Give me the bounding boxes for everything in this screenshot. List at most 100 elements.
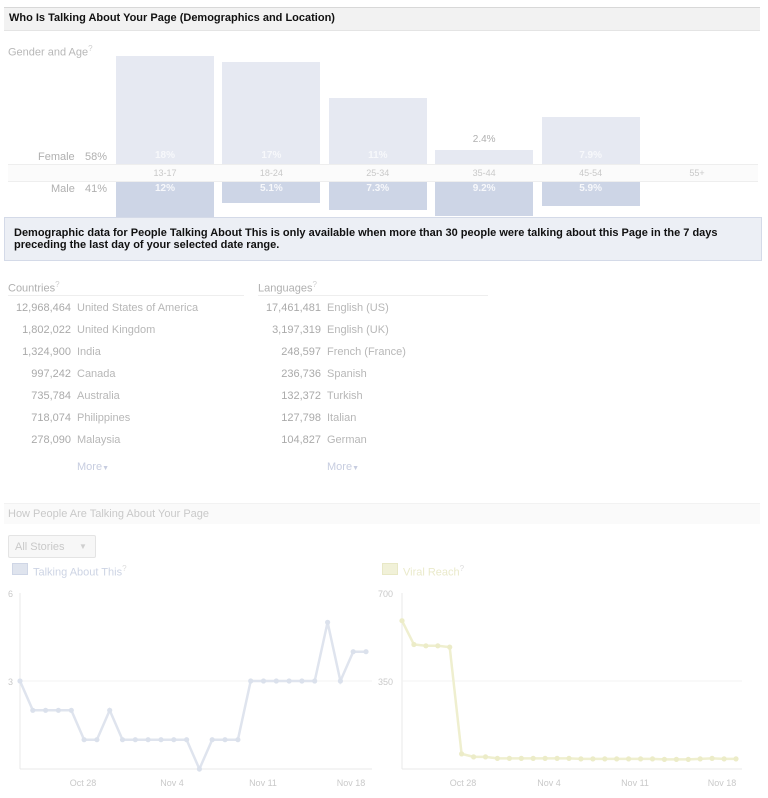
- country-count: 1,324,900: [22, 346, 71, 358]
- section-header: Who Is Talking About Your Page (Demograp…: [4, 7, 760, 31]
- country-count: 718,074: [31, 412, 71, 424]
- x-tick-label: Nov 18: [708, 778, 737, 788]
- data-point: [158, 737, 164, 743]
- country-name: Philippines: [77, 412, 131, 424]
- story-filter-value: All Stories: [15, 541, 65, 553]
- data-point: [222, 737, 228, 743]
- talking-legend-label: Talking About This?: [33, 564, 127, 579]
- male-bar: [116, 181, 214, 217]
- country-count: 997,242: [31, 368, 71, 380]
- x-tick-label: Oct 28: [450, 778, 477, 788]
- x-tick-label: Nov 4: [537, 778, 561, 788]
- data-point: [518, 755, 524, 761]
- male-bar: [541, 181, 640, 206]
- viral-legend-label: Viral Reach?: [403, 564, 465, 579]
- help-icon[interactable]: ?: [312, 280, 317, 289]
- age-label: 55+: [689, 168, 705, 178]
- language-count: 248,597: [281, 346, 321, 358]
- language-name: English (UK): [327, 324, 389, 336]
- x-tick-label: Nov 11: [621, 778, 649, 788]
- data-point: [447, 644, 453, 650]
- data-point: [119, 737, 126, 743]
- male-bar: [435, 181, 534, 216]
- languages-heading: Languages?: [258, 280, 317, 295]
- data-point: [171, 737, 177, 743]
- country-name: India: [77, 346, 101, 358]
- talking-charts: 6 3 Oct 28 Nov 4 Nov 11 Nov 18 700 350 Oct 28 Nov…: [8, 589, 742, 788]
- country-name: Malaysia: [77, 434, 121, 446]
- female-percent-label: 17%: [261, 150, 282, 161]
- language-count: 3,197,319: [272, 324, 321, 336]
- data-point: [423, 643, 429, 649]
- x-tick-label: Oct 28: [70, 778, 97, 788]
- data-point: [399, 618, 405, 624]
- male-percent-label: 5.9%: [579, 183, 602, 194]
- chevron-down-icon: ▼: [79, 542, 87, 551]
- country-name: United States of America: [77, 302, 199, 314]
- data-point: [145, 737, 151, 743]
- data-point: [673, 756, 680, 762]
- data-point: [471, 754, 477, 760]
- age-axis: [8, 164, 758, 182]
- male-percent-label: 5.1%: [259, 183, 283, 194]
- y-tick-label: 6: [8, 589, 13, 599]
- data-point: [30, 707, 36, 713]
- data-point: [55, 707, 62, 713]
- data-point: [590, 756, 596, 762]
- section-title: Who Is Talking About Your Page (Demograp…: [9, 12, 335, 24]
- data-point: [299, 678, 305, 684]
- data-point: [337, 678, 343, 684]
- data-point: [260, 678, 267, 684]
- data-point: [273, 678, 279, 684]
- divider: [8, 295, 244, 296]
- country-name: United Kingdom: [77, 324, 156, 336]
- data-point: [459, 751, 465, 757]
- x-tick-label: Nov 18: [337, 778, 366, 788]
- data-point: [566, 755, 572, 761]
- country-name: Canada: [77, 368, 116, 380]
- language-count: 236,736: [281, 368, 321, 380]
- female-bar: [435, 149, 534, 164]
- languages-more-link[interactable]: More▼: [327, 461, 359, 473]
- help-icon[interactable]: ?: [122, 564, 127, 573]
- data-point: [482, 754, 489, 760]
- data-point: [506, 755, 512, 761]
- data-point: [626, 756, 632, 762]
- data-point: [721, 756, 727, 762]
- data-point: [435, 643, 441, 649]
- female-bar: [328, 98, 427, 164]
- data-point: [68, 707, 74, 713]
- data-point: [733, 756, 739, 762]
- data-point: [649, 756, 656, 762]
- age-label: 45-54: [579, 168, 603, 178]
- y-tick-label: 700: [378, 589, 393, 599]
- x-tick-label: Nov 4: [160, 778, 184, 788]
- data-point: [411, 641, 417, 648]
- story-filter-dropdown[interactable]: All Stories ▼: [8, 535, 96, 558]
- gender-age-label: Gender and Age?: [8, 44, 93, 59]
- data-point: [554, 755, 560, 761]
- help-icon[interactable]: ?: [88, 44, 93, 53]
- data-point: [614, 756, 620, 762]
- male-bar: [222, 181, 321, 204]
- language-count: 104,827: [281, 434, 321, 446]
- notice-text: Demographic data for People Talking Abou…: [14, 227, 718, 251]
- data-point: [17, 678, 23, 684]
- language-name: Italian: [327, 412, 357, 424]
- countries-more-link[interactable]: More▼: [77, 461, 109, 473]
- x-tick-label: Nov 11: [249, 778, 277, 788]
- age-label: 13-17: [153, 168, 177, 178]
- age-label: 18-24: [259, 168, 283, 178]
- language-count: 132,372: [281, 390, 321, 402]
- data-point: [196, 766, 202, 772]
- female-percent: 58%: [85, 151, 108, 163]
- data-point: [209, 737, 215, 743]
- language-name: Spanish: [327, 368, 367, 380]
- help-icon[interactable]: ?: [459, 564, 465, 573]
- data-point: [132, 737, 138, 743]
- caret-down-icon: ▼: [352, 465, 359, 472]
- help-icon[interactable]: ?: [55, 280, 60, 289]
- data-point: [602, 756, 608, 762]
- divider: [258, 295, 488, 296]
- country-count: 12,968,464: [15, 302, 71, 314]
